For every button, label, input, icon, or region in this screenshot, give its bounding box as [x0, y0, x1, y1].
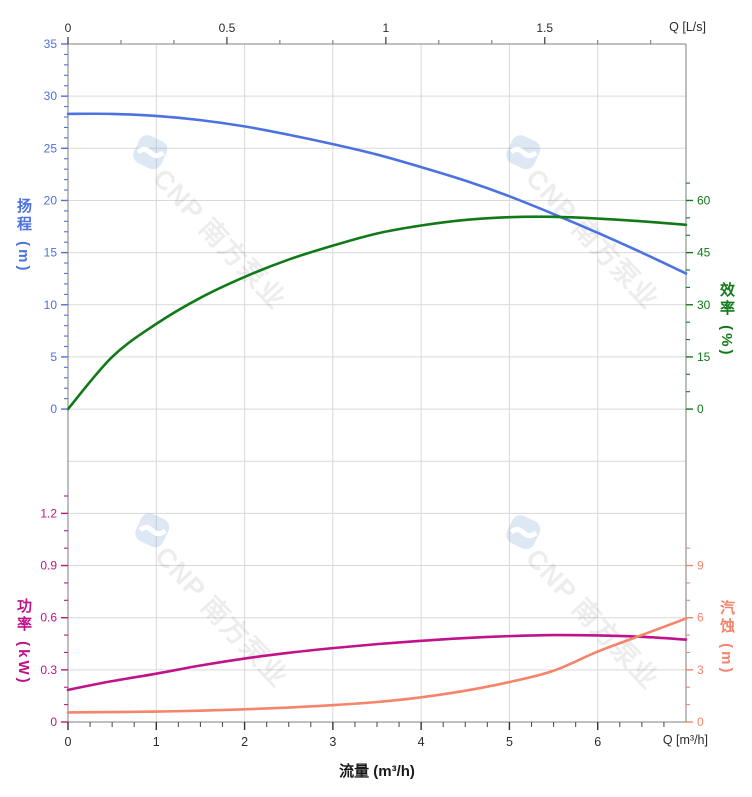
head-curve: [66, 112, 688, 275]
svg-text:60: 60: [697, 193, 711, 207]
svg-text:5: 5: [50, 350, 57, 364]
svg-text:0.3: 0.3: [40, 663, 57, 677]
bottom-flow-axis: 0 1 2 3 4 5 6: [65, 722, 665, 749]
svg-text:20: 20: [44, 193, 58, 207]
top-axis-unit-label: Q [L/s]: [669, 20, 706, 34]
svg-text:30: 30: [44, 89, 58, 103]
svg-text:1.5: 1.5: [536, 21, 553, 35]
watermark-item: CNP 南方泵业: [133, 135, 292, 315]
svg-text:1.2: 1.2: [40, 506, 57, 520]
svg-text:0: 0: [65, 735, 72, 749]
efficiency-curve: [66, 215, 688, 411]
svg-text:0: 0: [697, 402, 704, 416]
flow-axis-title: 流量 (m³/h): [339, 763, 415, 780]
svg-text:1: 1: [153, 735, 160, 749]
efficiency-axis: 0 15 30 45 60: [686, 182, 711, 416]
plot-frame: [67, 43, 687, 723]
svg-text:4: 4: [418, 735, 425, 749]
power-curve: [66, 633, 688, 692]
efficiency-axis-title: 效率 (%): [718, 282, 735, 358]
npsh-axis-title: 汽蚀 (m): [718, 600, 735, 676]
power-axis: 0 0.3 0.6 0.9 1.2: [40, 495, 68, 729]
npsh-curve: [66, 617, 688, 714]
svg-text:15: 15: [697, 350, 711, 364]
cnp-logo-icon: [135, 513, 170, 548]
svg-text:25: 25: [44, 141, 58, 155]
svg-text:0: 0: [65, 21, 72, 35]
power-axis-title: 功率 (kW): [15, 598, 32, 686]
svg-text:0.6: 0.6: [40, 611, 57, 625]
svg-text:0: 0: [50, 402, 57, 416]
svg-text:45: 45: [697, 246, 711, 260]
npsh-axis: 0 3 6 9: [686, 547, 704, 729]
svg-text:10: 10: [44, 298, 58, 312]
watermark-item: CNP 南方泵业: [506, 515, 665, 695]
head-axis: 0 5 10 15 20 25 30 35: [44, 37, 68, 416]
svg-text:CNP 南方泵业: CNP 南方泵业: [147, 162, 292, 315]
svg-text:0.9: 0.9: [40, 559, 57, 573]
svg-text:15: 15: [44, 246, 58, 260]
svg-text:0.5: 0.5: [219, 21, 236, 35]
svg-text:3: 3: [329, 735, 336, 749]
cnp-logo-icon: [506, 515, 541, 550]
svg-text:35: 35: [44, 37, 58, 51]
watermark-item: CNP 南方泵业: [506, 135, 665, 315]
cnp-logo-icon: [506, 135, 541, 170]
bottom-axis-unit-label: Q [m³/h]: [662, 733, 708, 747]
svg-text:CNP 南方泵业: CNP 南方泵业: [520, 162, 665, 315]
svg-text:5: 5: [506, 735, 513, 749]
svg-text:0: 0: [697, 715, 704, 729]
svg-text:6: 6: [594, 735, 601, 749]
svg-text:6: 6: [697, 611, 704, 625]
svg-text:30: 30: [697, 298, 711, 312]
svg-text:1: 1: [382, 21, 389, 35]
svg-text:9: 9: [697, 559, 704, 573]
cnp-logo-icon: [133, 135, 168, 170]
top-flow-axis: 0 0.5 1 1.5: [65, 21, 652, 44]
head-axis-title: 扬程 (m): [15, 198, 32, 274]
svg-text:2: 2: [241, 735, 248, 749]
svg-text:0: 0: [50, 715, 57, 729]
svg-text:3: 3: [697, 663, 704, 677]
